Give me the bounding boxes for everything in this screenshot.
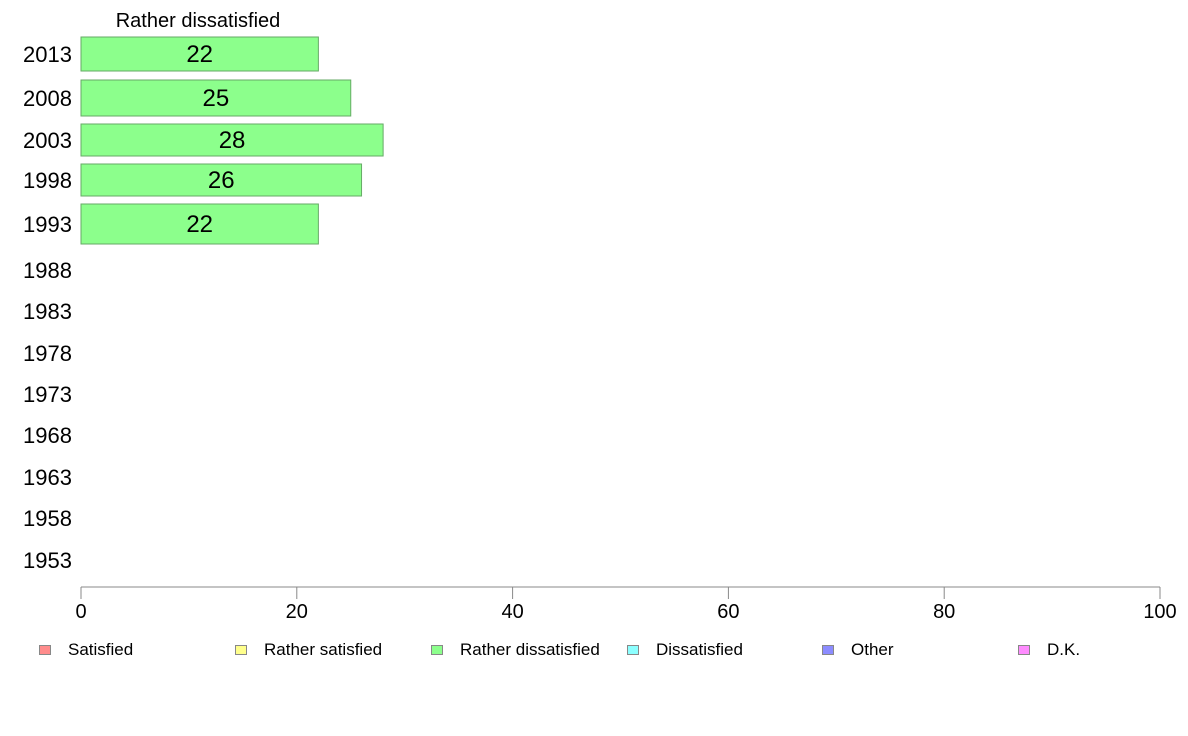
legend-label-dissatisfied: Dissatisfied: [656, 640, 743, 659]
x-tick-label-100: 100: [1143, 601, 1176, 623]
legend-label-satisfied: Satisfied: [68, 640, 134, 659]
legend-item-rather-dissatisfied: Rather dissatisfied: [431, 638, 600, 662]
y-tick-label-1963: 1963: [23, 465, 72, 490]
legend-swatch-satisfied: [39, 645, 51, 655]
legend-swatch-rather-dissatisfied: [431, 645, 443, 655]
bars-group: [80, 36, 384, 245]
legend-swatch-dissatisfied: [627, 645, 639, 655]
bar-value-label-2008: 25: [203, 85, 230, 112]
legend-label-other: Other: [851, 640, 894, 659]
x-tick-label-40: 40: [501, 601, 523, 623]
legend-swatch-rather-satisfied: [235, 645, 247, 655]
legend-item-satisfied: Satisfied: [39, 638, 133, 662]
bar-value-label-1998: 26: [208, 167, 235, 194]
bar-2008: [80, 79, 352, 117]
legend-label-rather-dissatisfied: Rather dissatisfied: [460, 640, 600, 659]
y-tick-label-1998: 1998: [23, 168, 72, 193]
y-tick-label-1983: 1983: [23, 299, 72, 324]
legend-swatch-d-k: [1018, 645, 1030, 655]
legend-label-rather-satisfied: Rather satisfied: [264, 640, 383, 659]
y-tick-label-1993: 1993: [23, 212, 72, 237]
bar-1998: [80, 163, 363, 197]
y-tick-label-1968: 1968: [23, 423, 72, 448]
bar-2013: [80, 36, 319, 72]
legend-item-other: Other: [822, 638, 894, 662]
x-tick-label-60: 60: [717, 601, 739, 623]
y-tick-label-1953: 1953: [23, 548, 72, 573]
y-tick-label-1973: 1973: [23, 382, 72, 407]
y-tick-label-1978: 1978: [23, 341, 72, 366]
y-tick-label-1988: 1988: [23, 258, 72, 283]
bar-value-label-1993: 22: [186, 211, 213, 238]
chart-title: Rather dissatisfied: [116, 10, 281, 32]
legend-item-dissatisfied: Dissatisfied: [627, 638, 743, 662]
y-axis-labels: 2013 2008 2003 1998 1993 1988 1983 1978 1973 1968…: [23, 42, 72, 573]
legend-item-rather-satisfied: Rather satisfied: [235, 638, 382, 662]
legend-label-d-k: D.K.: [1047, 640, 1081, 659]
y-tick-label-1958: 1958: [23, 506, 72, 531]
bar-2003: [80, 123, 384, 157]
legend-swatch-other: [822, 645, 834, 655]
legend-item-d-k: D.K.: [1018, 638, 1080, 662]
y-tick-label-2008: 2008: [23, 86, 72, 111]
x-axis: 0 20 40 60 80 100: [75, 586, 1177, 623]
bar-value-label-2003: 28: [219, 127, 246, 154]
bar-value-label-2013: 22: [186, 41, 213, 68]
legend: Satisfied Rather satisfied Rather dissatis…: [0, 638, 1188, 662]
y-tick-label-2013: 2013: [23, 42, 72, 67]
x-tick-label-80: 80: [933, 601, 955, 623]
x-tick-label-20: 20: [286, 601, 308, 623]
bar-1993: [80, 203, 319, 245]
x-tick-label-0: 0: [75, 601, 86, 623]
y-tick-label-2003: 2003: [23, 128, 72, 153]
bar-labels-group: 22 25 28 26 22: [186, 41, 245, 238]
